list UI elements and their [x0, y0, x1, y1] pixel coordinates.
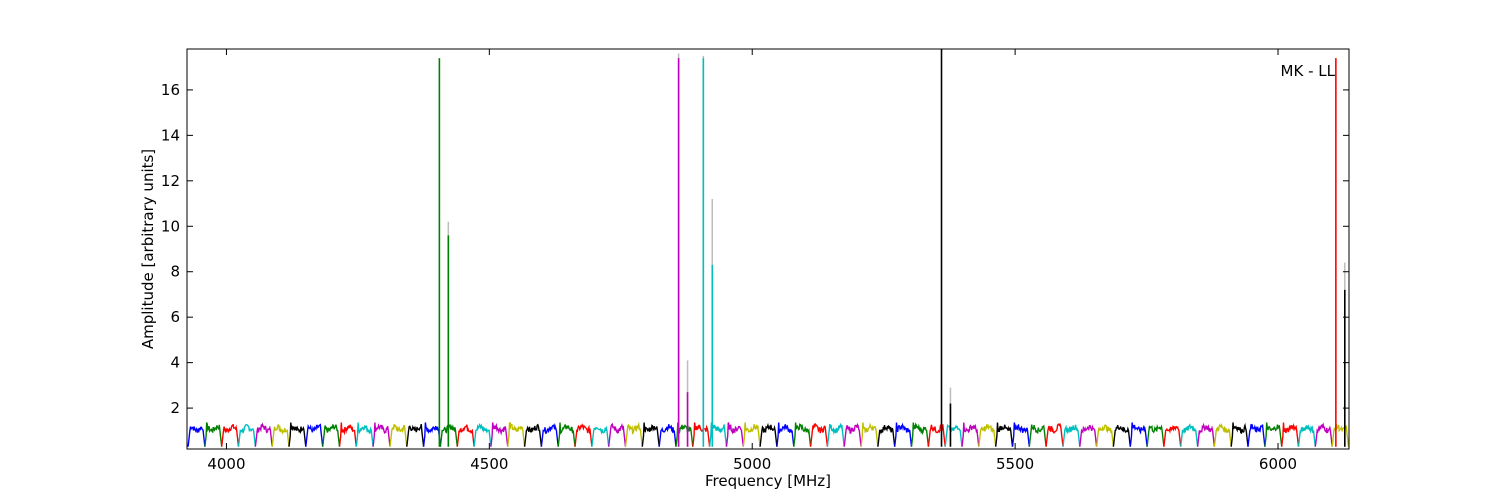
subband-line — [1331, 424, 1350, 447]
subband-line — [1112, 425, 1131, 447]
y-axis-label: Amplitude [arbitrary units] — [139, 149, 157, 349]
subband-line — [1079, 424, 1098, 447]
subband-line — [894, 422, 913, 447]
subband-line — [725, 422, 744, 447]
subband-line — [1011, 422, 1030, 447]
subband-line — [507, 421, 526, 447]
subband-line — [961, 422, 980, 447]
x-axis-label: Frequency [MHz] — [705, 472, 831, 490]
subband-line — [1264, 422, 1283, 447]
subband-line — [271, 424, 290, 447]
subband-line — [658, 424, 677, 447]
subband-line — [456, 424, 475, 447]
series-layer — [187, 421, 1350, 447]
y-tick-label: 14 — [161, 126, 180, 144]
subband-line — [372, 422, 391, 447]
subband-line — [608, 422, 627, 447]
subband-line — [1281, 422, 1300, 447]
subband-line — [641, 422, 660, 447]
subband-line — [574, 423, 593, 447]
subband-line — [860, 422, 879, 447]
subband-line — [1095, 424, 1115, 447]
subband-line — [1247, 423, 1266, 447]
subband-line — [1213, 422, 1232, 447]
subband-line — [305, 423, 324, 447]
subband-line — [995, 422, 1014, 447]
subband-line — [523, 423, 543, 447]
subband-line — [422, 422, 442, 447]
y-tick-label: 4 — [170, 354, 180, 372]
subband-line — [221, 423, 240, 447]
subband-line — [1028, 424, 1047, 447]
subband-line — [557, 422, 576, 447]
x-tick-label: 5000 — [733, 455, 771, 473]
subband-line — [591, 425, 610, 447]
subband-line — [978, 423, 997, 447]
subband-line — [1062, 424, 1081, 447]
y-tick-label: 8 — [170, 263, 180, 281]
subband-line — [944, 423, 963, 447]
y-tick-label: 2 — [170, 399, 180, 417]
x-tick-label: 4500 — [470, 455, 508, 473]
subband-line — [776, 422, 795, 447]
subband-line — [406, 423, 425, 447]
subband-line — [1146, 423, 1165, 447]
subband-line — [1314, 422, 1333, 447]
x-ticks: 4000 4500 5000 5500 6000 — [207, 49, 1297, 473]
subband-line — [187, 426, 206, 447]
subband-line — [692, 422, 711, 447]
x-tick-label: 4000 — [207, 455, 245, 473]
subband-line — [204, 422, 223, 447]
y-tick-label: 12 — [161, 172, 180, 190]
y-tick-label: 16 — [161, 81, 180, 99]
subband-line — [338, 422, 357, 447]
subband-line — [540, 423, 559, 447]
subband-line — [826, 422, 845, 447]
subband-line — [910, 422, 930, 447]
subband-line — [254, 422, 273, 447]
subband-line — [1180, 423, 1199, 447]
subband-line — [793, 422, 812, 447]
y-tick-label: 10 — [161, 217, 180, 235]
x-tick-label: 5500 — [996, 455, 1034, 473]
y-ticks: 2 4 6 8 10 12 14 16 — [161, 81, 1349, 417]
subband-line — [355, 422, 374, 447]
subband-line — [877, 424, 896, 447]
plot-frame — [186, 48, 1350, 450]
panel-annotation: MK - LL — [1281, 62, 1336, 80]
subband-line — [1297, 424, 1316, 447]
subband-line — [490, 422, 509, 447]
subband-line — [288, 422, 307, 447]
subband-line — [927, 423, 946, 447]
subband-line — [1129, 422, 1148, 447]
subband-line — [1196, 422, 1216, 447]
subband-line — [759, 422, 778, 447]
subband-line — [809, 422, 829, 447]
subband-line — [473, 422, 492, 447]
subband-line — [843, 422, 862, 447]
x-tick-label: 6000 — [1259, 455, 1297, 473]
spike-layer — [438, 49, 1346, 447]
subband-line — [1163, 424, 1182, 447]
subband-line — [1045, 422, 1064, 447]
subband-line — [1230, 422, 1249, 447]
subband-line — [322, 423, 341, 447]
subband-line — [742, 422, 761, 447]
y-tick-label: 6 — [170, 308, 180, 326]
subband-line — [624, 421, 643, 447]
subband-line — [237, 423, 257, 447]
subband-line — [389, 424, 408, 447]
